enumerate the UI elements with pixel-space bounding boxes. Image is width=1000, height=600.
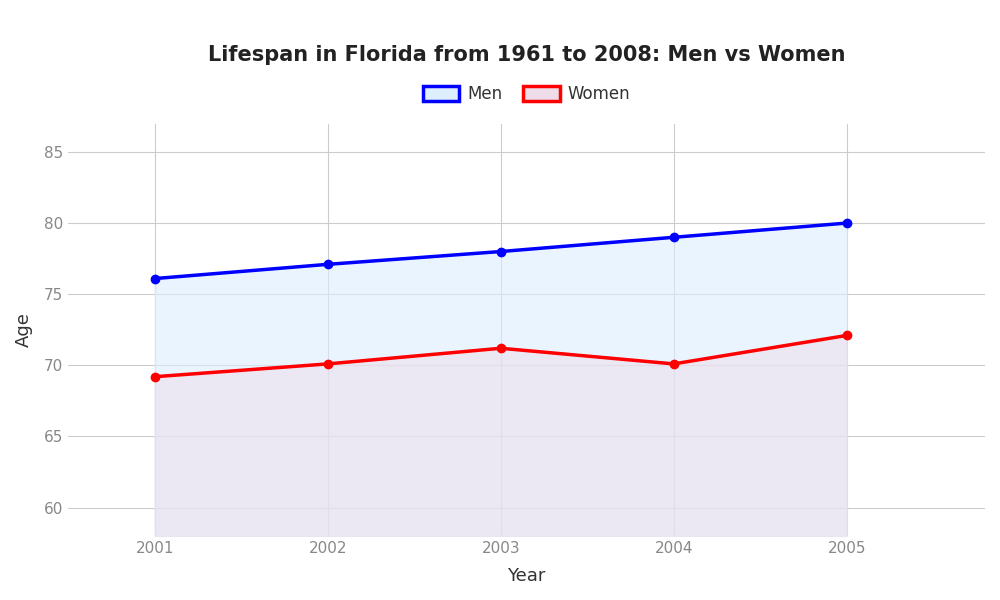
Men [841,220,853,227]
Women [668,361,680,368]
Y-axis label: Age: Age [15,313,33,347]
Men [149,275,161,282]
Title: Lifespan in Florida from 1961 to 2008: Men vs Women: Lifespan in Florida from 1961 to 2008: M… [208,45,845,65]
Line: Men: Men [151,219,851,283]
Line: Women: Women [151,331,851,381]
Women [495,344,507,352]
Men [668,234,680,241]
X-axis label: Year: Year [507,567,546,585]
Women [149,373,161,380]
Men [495,248,507,255]
Women [841,332,853,339]
Women [322,361,334,368]
Men [322,261,334,268]
Legend: Men, Women: Men, Women [416,78,637,110]
